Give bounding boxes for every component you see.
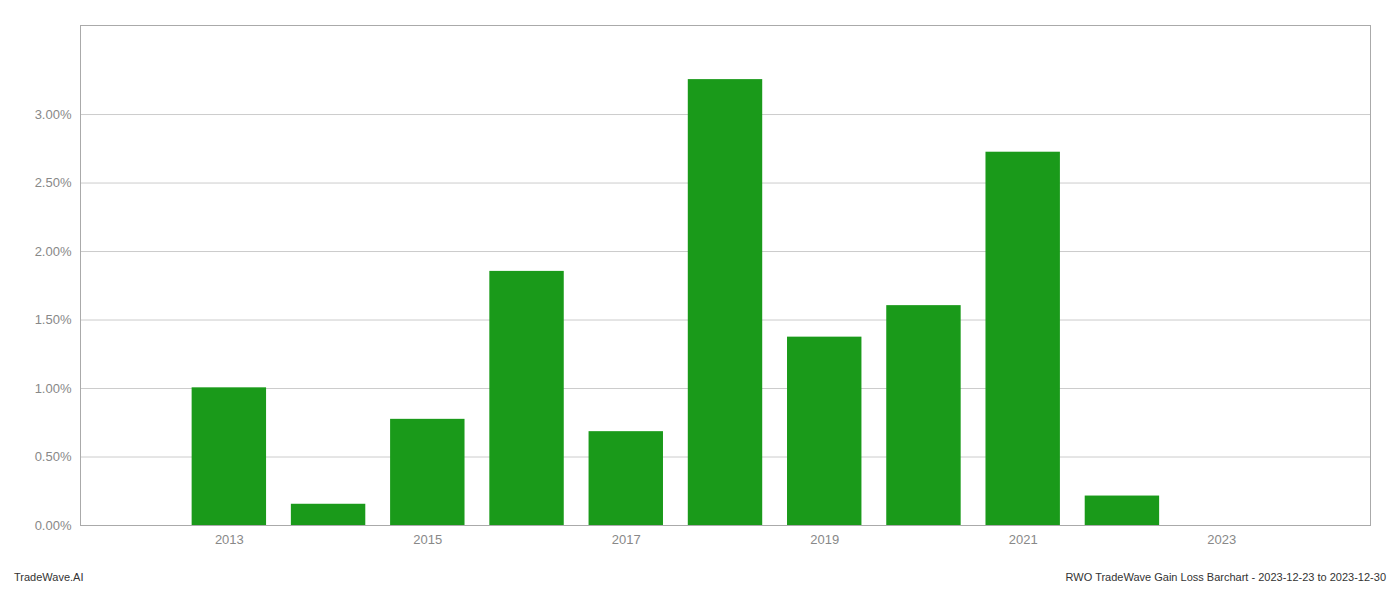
svg-text:2021: 2021 [1009, 532, 1038, 547]
html-text:TradeWave.AI: TradeWave.AI [14, 571, 84, 583]
svg-text:0.50%: 0.50% [35, 449, 72, 464]
svg-text:2023: 2023 [1207, 532, 1236, 547]
svg-text:2.50%: 2.50% [35, 175, 72, 190]
svg-text:3.00%: 3.00% [35, 107, 72, 122]
svg-text:1.50%: 1.50% [35, 312, 72, 327]
html-text:RWO TradeWave Gain Loss Barcha: RWO TradeWave Gain Loss Barchart - 2023-… [1065, 571, 1386, 583]
svg-text:2017: 2017 [612, 532, 641, 547]
svg-text:2013: 2013 [215, 532, 244, 547]
svg-text:1.00%: 1.00% [35, 381, 72, 396]
svg-text:2015: 2015 [413, 532, 442, 547]
svg-text:2019: 2019 [810, 532, 839, 547]
svg-text:2.00%: 2.00% [35, 244, 72, 259]
svg-text:0.00%: 0.00% [35, 518, 72, 533]
